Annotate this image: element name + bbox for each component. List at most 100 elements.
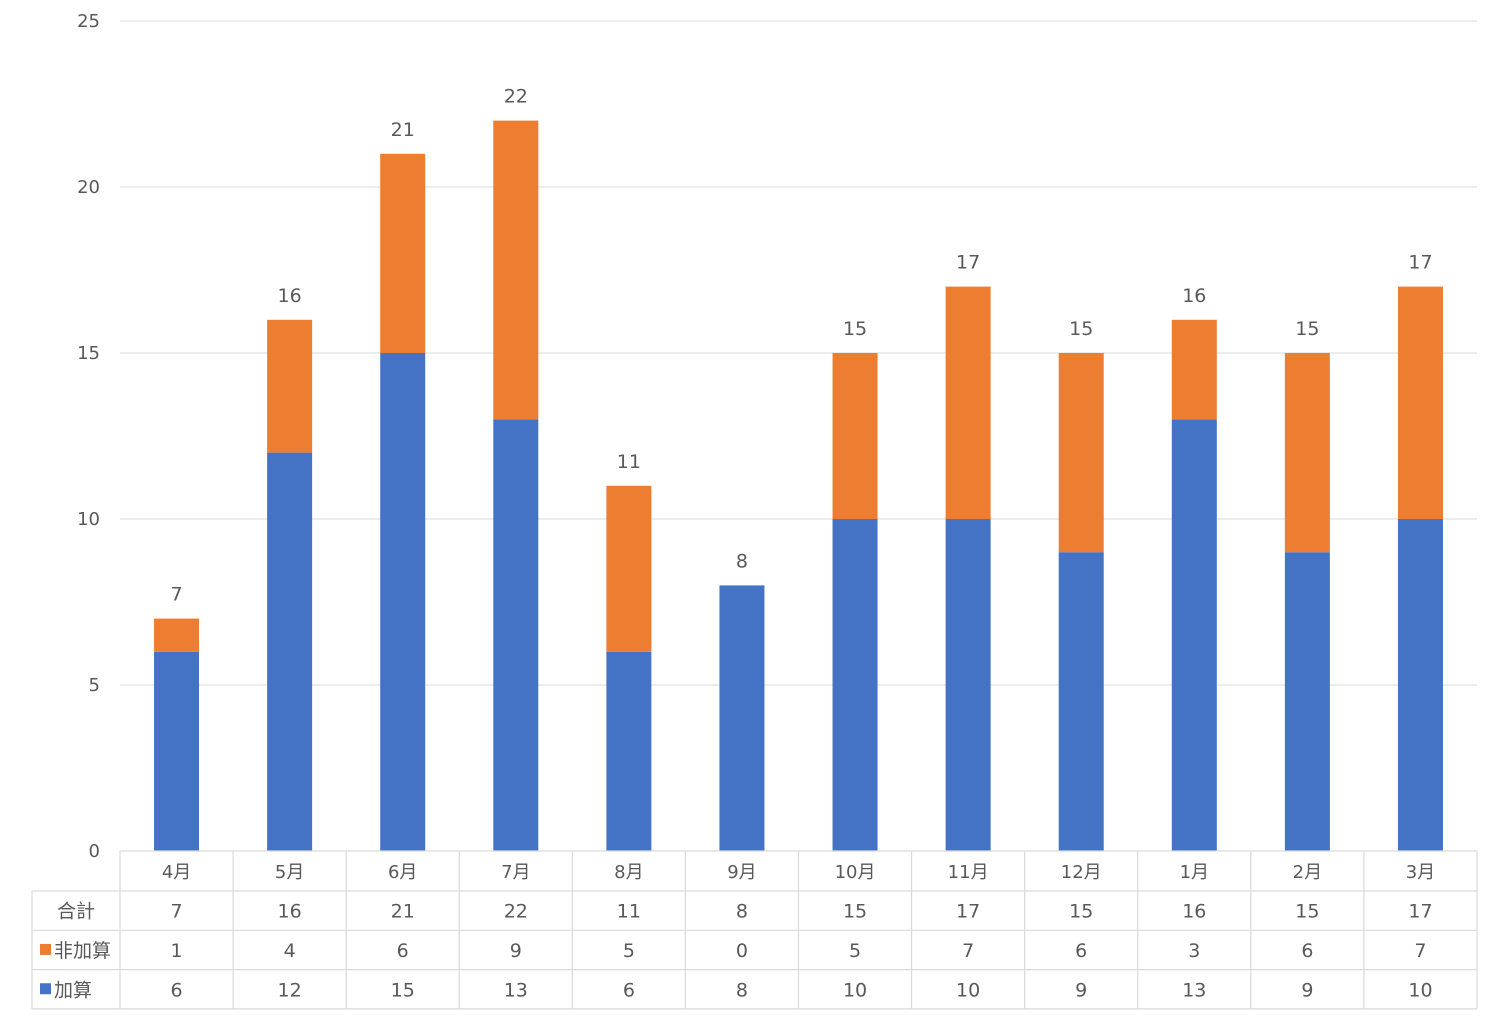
table-cell: 9 — [1301, 979, 1313, 1001]
table-cell: 9 — [1075, 979, 1087, 1001]
table-cell: 15 — [1295, 901, 1319, 923]
bar-加算-9月 — [719, 585, 765, 851]
legend-key-非加算 — [40, 943, 51, 955]
category-label: 4月 — [162, 862, 191, 883]
bar-加算-8月 — [606, 651, 652, 851]
table-cell: 17 — [1408, 901, 1432, 923]
bar-非加算-2月 — [1284, 353, 1330, 553]
table-cell: 6 — [170, 979, 182, 1001]
bar-非加算-11月 — [945, 286, 991, 519]
bar-加算-12月 — [1058, 552, 1104, 851]
bar-非加算-4月 — [154, 618, 200, 652]
total-label-10月: 15 — [843, 318, 867, 340]
table-cell: 8 — [736, 979, 748, 1001]
gridlines — [120, 20, 1477, 686]
category-label: 12月 — [1061, 862, 1102, 883]
category-label: 2月 — [1293, 862, 1322, 883]
y-tick-label: 5 — [89, 675, 100, 696]
total-label-8月: 11 — [617, 451, 641, 473]
y-axis-ticks: 0 5 10 15 20 25 — [77, 11, 100, 862]
table-cell: 15 — [391, 979, 415, 1001]
table-cell: 15 — [843, 901, 867, 923]
table-cell: 7 — [170, 901, 182, 923]
total-label-7月: 22 — [504, 86, 528, 108]
bar-非加算-5月 — [267, 319, 313, 453]
table-cell: 6 — [1301, 940, 1313, 962]
legend-key-加算 — [40, 983, 51, 995]
table-cell: 6 — [623, 979, 635, 1001]
table-cell: 10 — [843, 979, 867, 1001]
category-label: 8月 — [614, 862, 643, 883]
y-tick-label: 15 — [77, 343, 100, 364]
bar-加算-11月 — [945, 519, 991, 851]
total-label-6月: 21 — [391, 119, 415, 141]
table-cell: 9 — [510, 940, 522, 962]
bar-加算-3月 — [1397, 519, 1443, 851]
total-label-3月: 17 — [1408, 252, 1432, 274]
y-tick-label: 25 — [77, 11, 100, 32]
bar-加算-10月 — [832, 519, 878, 851]
bars — [154, 120, 1443, 851]
bar-非加算-6月 — [380, 153, 426, 353]
bar-非加算-12月 — [1058, 353, 1104, 553]
table-cell: 13 — [504, 979, 528, 1001]
table-cell: 6 — [397, 940, 409, 962]
bar-加算-2月 — [1284, 552, 1330, 851]
table-cell: 6 — [1075, 940, 1087, 962]
table-cell: 21 — [391, 901, 415, 923]
table-cell: 17 — [956, 901, 980, 923]
table-cell: 7 — [1414, 940, 1426, 962]
bar-加算-4月 — [154, 651, 200, 851]
y-tick-label: 0 — [89, 841, 100, 862]
table-cell: 12 — [278, 979, 302, 1001]
category-label: 10月 — [835, 862, 876, 883]
total-data-labels: 7 16 21 22 11 8 15 17 15 16 15 17 — [170, 86, 1432, 606]
bar-加算-6月 — [380, 353, 426, 851]
table-cell: 5 — [623, 940, 635, 962]
category-label: 1月 — [1180, 862, 1209, 883]
table-cell: 16 — [1182, 901, 1206, 923]
table-cell: 13 — [1182, 979, 1206, 1001]
category-label: 5月 — [275, 862, 304, 883]
bar-加算-1月 — [1171, 419, 1217, 851]
bar-非加算-7月 — [493, 120, 539, 420]
bar-非加算-1月 — [1171, 319, 1217, 420]
category-label: 3月 — [1406, 862, 1435, 883]
table-cell: 4 — [284, 940, 296, 962]
category-label: 11月 — [948, 862, 989, 883]
table-cell: 7 — [962, 940, 974, 962]
total-label-4月: 7 — [170, 584, 182, 606]
table-cell: 16 — [278, 901, 302, 923]
table-cell: 8 — [736, 901, 748, 923]
table-cell: 10 — [1408, 979, 1432, 1001]
category-label: 9月 — [727, 862, 756, 883]
total-label-9月: 8 — [736, 550, 748, 572]
row-label-合計: 合計 — [57, 901, 95, 923]
total-label-2月: 15 — [1295, 318, 1319, 340]
y-tick-label: 10 — [77, 509, 100, 530]
y-tick-label: 20 — [77, 177, 100, 198]
category-label: 6月 — [388, 862, 417, 883]
row-label-非加算: 非加算 — [54, 940, 111, 962]
table-cell: 22 — [504, 901, 528, 923]
table-cell: 15 — [1069, 901, 1093, 923]
table-cell: 10 — [956, 979, 980, 1001]
total-label-1月: 16 — [1182, 285, 1206, 307]
bar-非加算-10月 — [832, 353, 878, 519]
total-label-5月: 16 — [278, 285, 302, 307]
total-label-11月: 17 — [956, 252, 980, 274]
bar-加算-5月 — [267, 452, 313, 851]
table-cell: 11 — [617, 901, 641, 923]
bar-非加算-8月 — [606, 485, 652, 652]
row-label-加算: 加算 — [54, 979, 92, 1001]
table-cell: 3 — [1188, 940, 1200, 962]
table-cell: 0 — [736, 940, 748, 962]
category-label: 7月 — [501, 862, 530, 883]
table-cell: 5 — [849, 940, 861, 962]
bar-非加算-3月 — [1397, 286, 1443, 519]
bar-加算-7月 — [493, 419, 539, 851]
table-cell: 1 — [170, 940, 182, 962]
total-label-12月: 15 — [1069, 318, 1093, 340]
